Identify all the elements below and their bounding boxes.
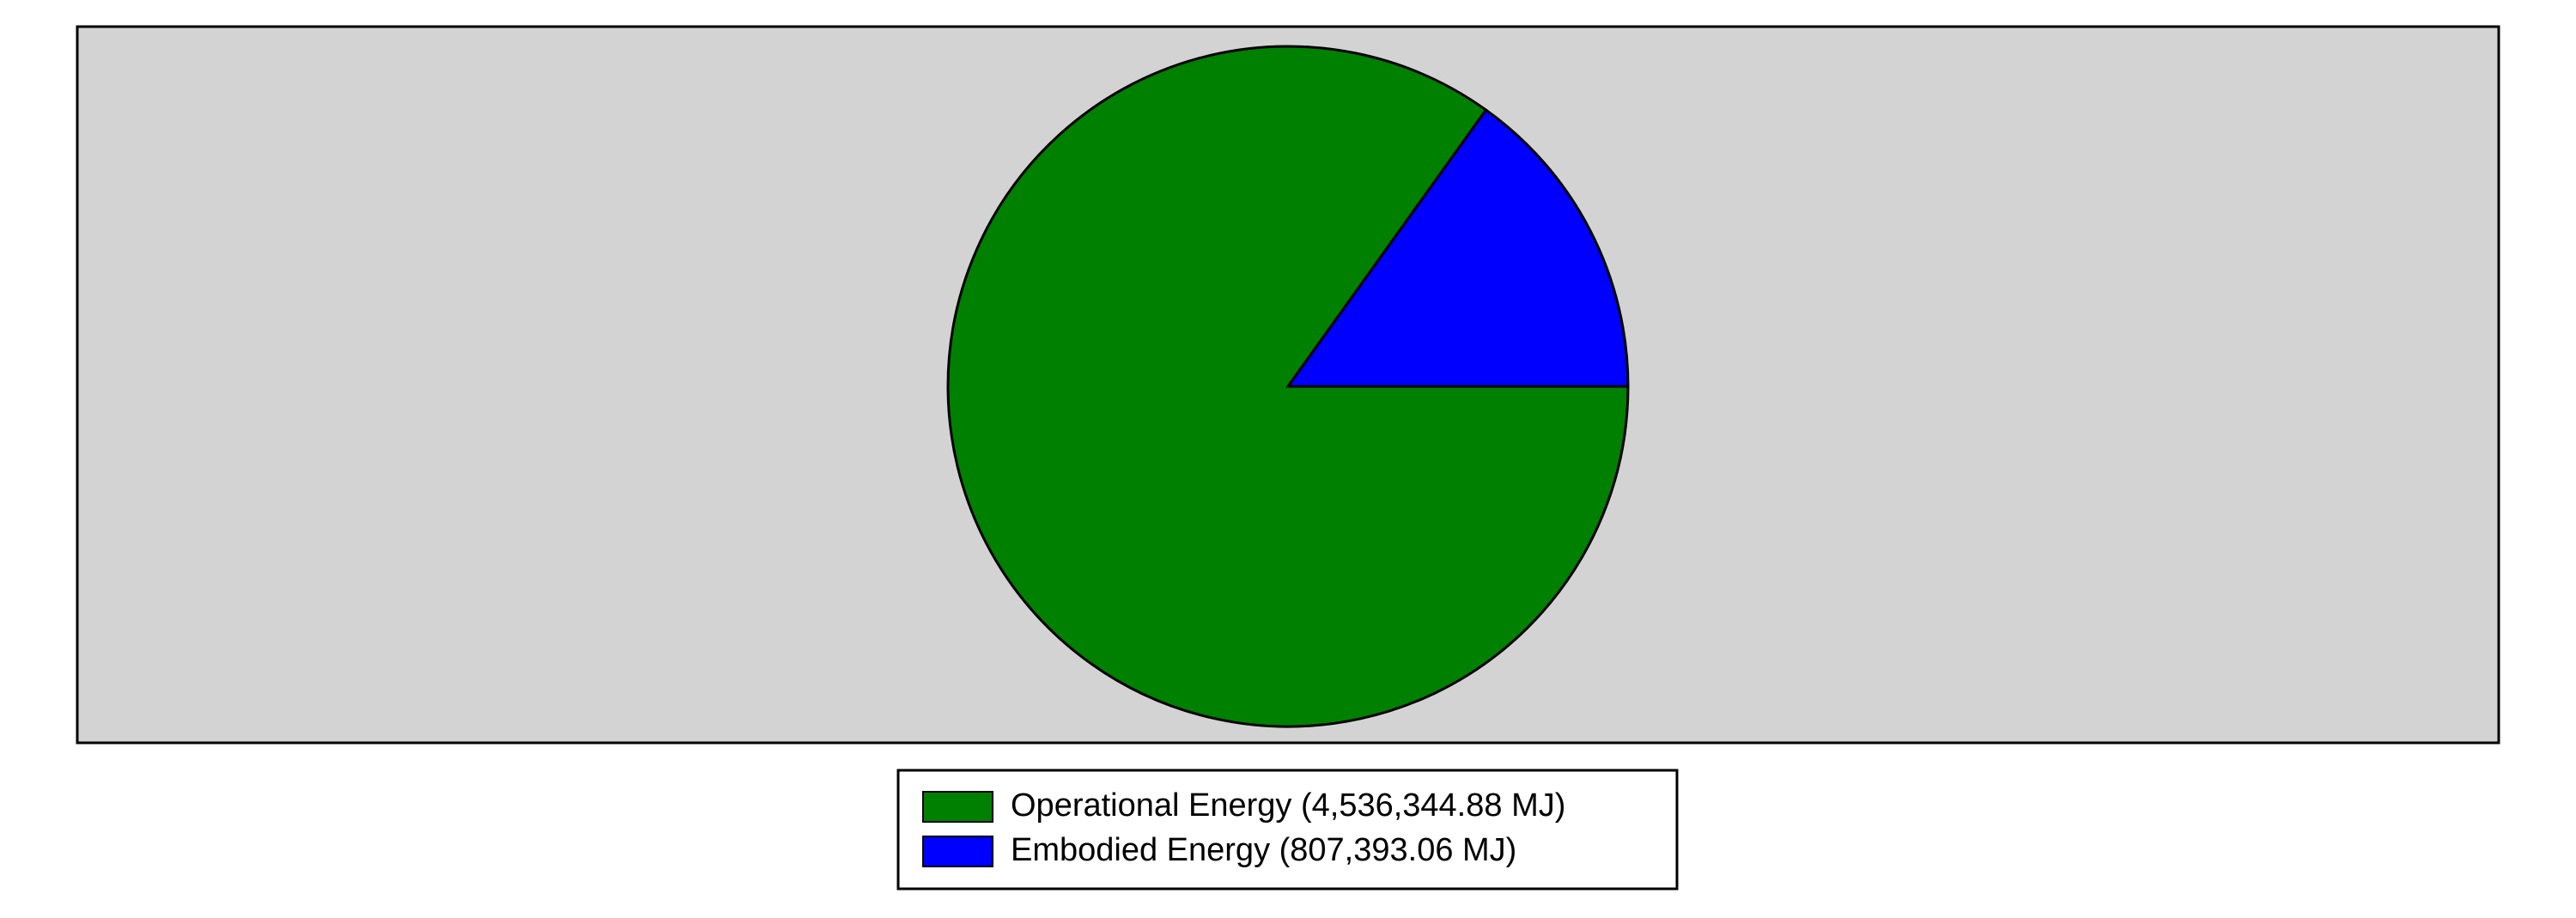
legend-label: Operational Energy (4,536,344.88 MJ) — [1011, 787, 1565, 824]
legend-swatch — [922, 836, 993, 867]
pie-slice — [946, 45, 1630, 728]
pie — [946, 45, 1630, 728]
pie-slice — [1285, 107, 1630, 388]
legend: Operational Energy (4,536,344.88 MJ) Embo… — [922, 787, 1565, 868]
legend-label: Embodied Energy (807,393.06 MJ) — [1011, 832, 1516, 868]
legend-box — [896, 769, 1679, 891]
legend-swatch — [922, 791, 993, 823]
